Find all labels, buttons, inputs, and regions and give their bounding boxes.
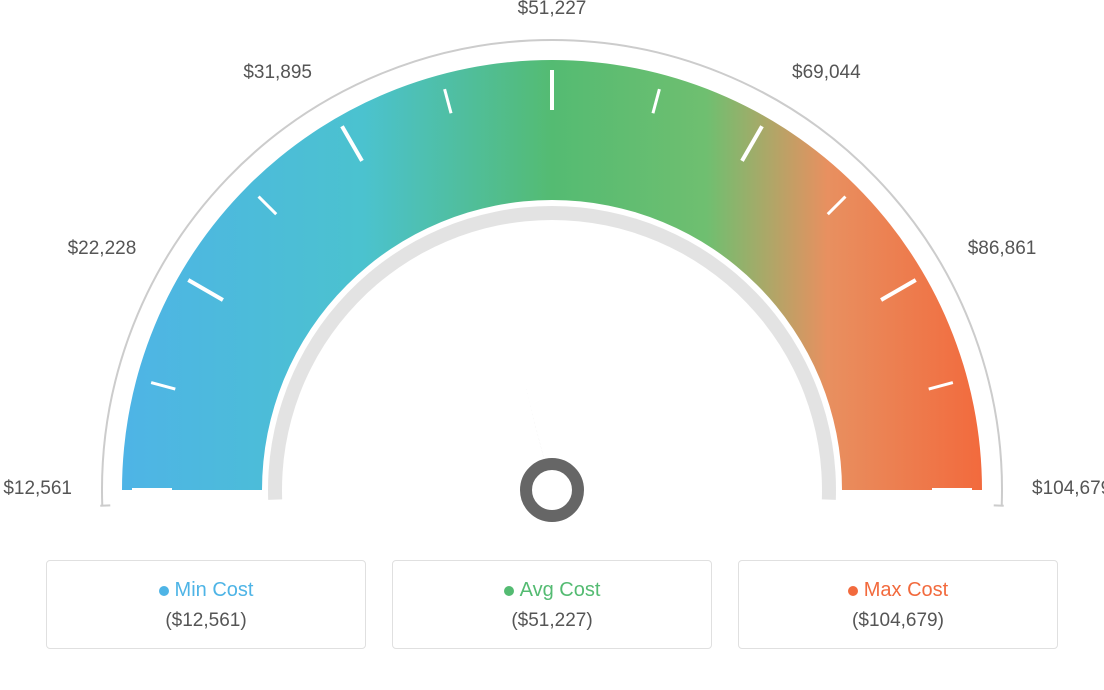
dot-icon	[848, 586, 858, 596]
legend-row: Min Cost ($12,561) Avg Cost ($51,227) Ma…	[20, 560, 1084, 649]
tick-label: $69,044	[792, 62, 861, 84]
legend-card-max: Max Cost ($104,679)	[738, 560, 1058, 649]
gauge-svg	[22, 20, 1082, 550]
tick-label: $22,228	[56, 238, 136, 260]
legend-value-avg: ($51,227)	[403, 610, 701, 632]
dot-icon	[504, 586, 514, 596]
dot-icon	[159, 586, 169, 596]
gauge-chart: $12,561$22,228$31,895$51,227$69,044$86,8…	[22, 20, 1082, 550]
tick-label: $12,561	[0, 478, 72, 500]
legend-title-min: Min Cost	[57, 579, 355, 602]
legend-title-text: Min Cost	[175, 579, 254, 601]
legend-card-avg: Avg Cost ($51,227)	[392, 560, 712, 649]
gauge-arc	[122, 60, 982, 490]
legend-title-max: Max Cost	[749, 579, 1047, 602]
legend-value-min: ($12,561)	[57, 610, 355, 632]
tick-label: $51,227	[512, 0, 592, 20]
tick-label: $104,679	[1032, 478, 1104, 500]
legend-value-max: ($104,679)	[749, 610, 1047, 632]
legend-card-min: Min Cost ($12,561)	[46, 560, 366, 649]
legend-title-text: Avg Cost	[520, 579, 601, 601]
legend-title-avg: Avg Cost	[403, 579, 701, 602]
legend-title-text: Max Cost	[864, 579, 948, 601]
tick-label: $31,895	[232, 62, 312, 84]
tick-label: $86,861	[968, 238, 1037, 260]
needle-hub	[526, 464, 578, 516]
